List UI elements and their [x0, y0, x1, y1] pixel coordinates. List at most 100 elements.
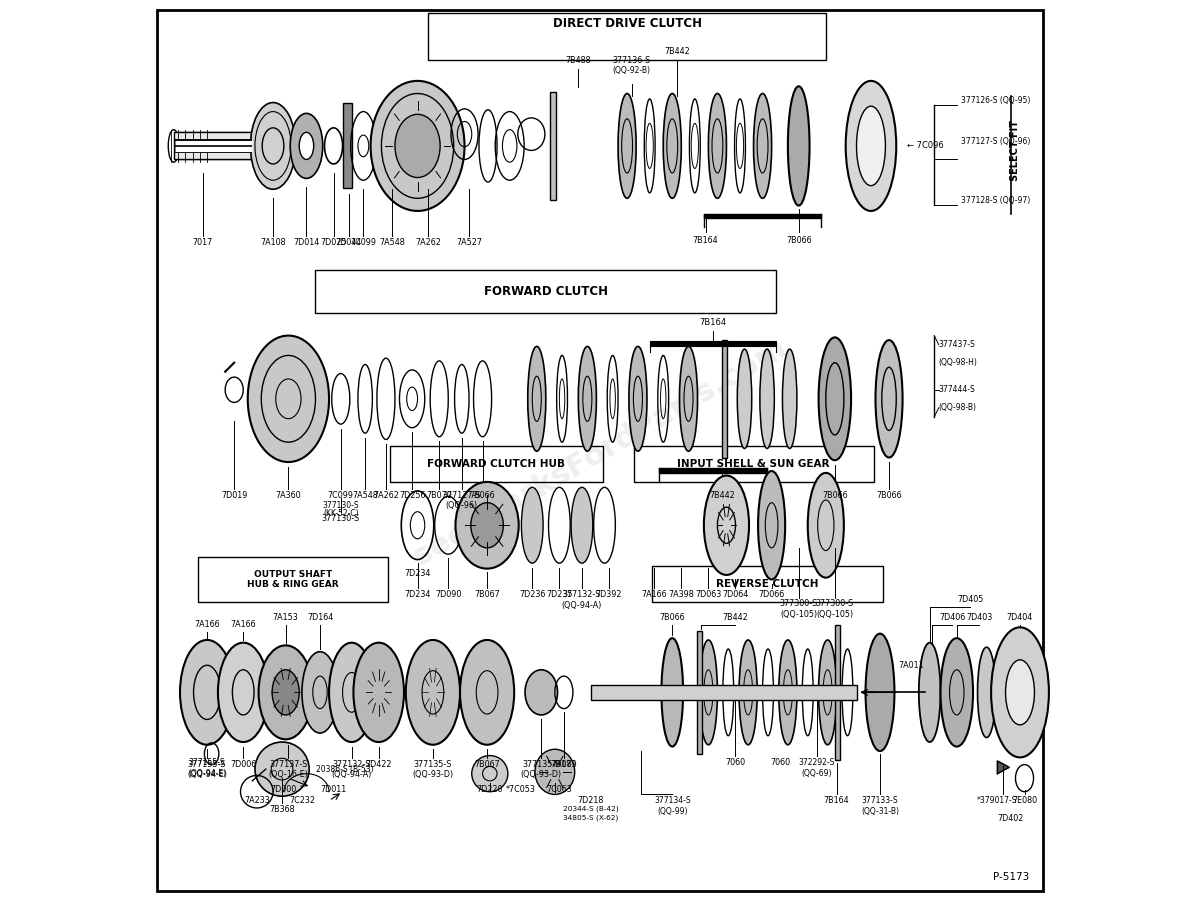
Ellipse shape [661, 638, 683, 747]
Ellipse shape [779, 640, 797, 745]
Text: 7D019: 7D019 [221, 491, 247, 500]
Bar [697, 631, 702, 754]
Text: 20344-S (B-42): 20344-S (B-42) [563, 805, 619, 812]
Ellipse shape [302, 651, 338, 733]
Text: P-5173: P-5173 [992, 872, 1030, 882]
Text: 377137-S
(QQ-16-E): 377137-S (QQ-16-E) [269, 760, 308, 779]
Ellipse shape [876, 340, 902, 458]
Text: 7D392: 7D392 [595, 591, 623, 599]
Ellipse shape [571, 487, 593, 564]
Text: 377437-S: 377437-S [938, 340, 976, 349]
Text: FORWARD CLUTCH: FORWARD CLUTCH [484, 284, 608, 298]
Ellipse shape [818, 640, 836, 745]
Text: 377127-S
(QQ-96): 377127-S (QQ-96) [443, 491, 481, 510]
Text: 7D218: 7D218 [577, 796, 604, 805]
Text: OUTPUT SHAFT
HUB & RING GEAR: OUTPUT SHAFT HUB & RING GEAR [247, 570, 338, 589]
Ellipse shape [354, 642, 404, 742]
Text: (QQ-92-B): (QQ-92-B) [613, 66, 650, 75]
Text: 7C063: 7C063 [546, 786, 572, 795]
Text: REVERSE CLUTCH: REVERSE CLUTCH [716, 579, 818, 589]
Text: 7A011: 7A011 [898, 660, 924, 670]
Text: 7B442: 7B442 [664, 46, 690, 55]
Text: (QQ-98-H): (QQ-98-H) [938, 358, 978, 367]
Text: 377135-S
(QQ-93-D): 377135-S (QQ-93-D) [413, 760, 454, 779]
Text: 7060: 7060 [770, 758, 791, 767]
Text: 20386-S (B-53): 20386-S (B-53) [317, 765, 374, 774]
Text: DIRECT DRIVE CLUTCH: DIRECT DRIVE CLUTCH [552, 17, 702, 31]
Text: 7C232: 7C232 [289, 796, 314, 805]
Text: 7A166: 7A166 [641, 591, 667, 599]
Ellipse shape [272, 670, 299, 715]
Ellipse shape [700, 640, 718, 745]
Ellipse shape [247, 335, 329, 462]
Ellipse shape [470, 503, 503, 548]
Text: *7C053: *7C053 [505, 786, 535, 795]
Ellipse shape [522, 487, 544, 564]
Bar [342, 103, 352, 188]
Ellipse shape [578, 346, 596, 451]
Text: 7D236: 7D236 [520, 591, 546, 599]
Text: FORWARD CLUTCH HUB: FORWARD CLUTCH HUB [427, 458, 565, 468]
Bar [653, 566, 883, 602]
Text: 7A166: 7A166 [230, 620, 256, 629]
Bar [551, 92, 556, 200]
Text: 7D405: 7D405 [958, 595, 984, 603]
Text: ← 7C096: ← 7C096 [907, 141, 944, 150]
Text: 7E080: 7E080 [1012, 796, 1037, 805]
Ellipse shape [846, 81, 896, 211]
Ellipse shape [991, 627, 1049, 757]
Text: 7D014: 7D014 [293, 238, 319, 247]
Ellipse shape [290, 113, 323, 178]
Text: 7B488: 7B488 [565, 55, 592, 64]
Text: 7A548: 7A548 [353, 491, 378, 500]
Ellipse shape [460, 640, 514, 745]
Text: 7A108: 7A108 [260, 238, 286, 247]
Text: 377300-S
(QQ-105): 377300-S (QQ-105) [780, 600, 818, 619]
Bar [174, 132, 254, 159]
Text: 7B066: 7B066 [876, 491, 902, 500]
Text: 7D063: 7D063 [695, 591, 721, 599]
Text: 7B066: 7B066 [660, 612, 685, 622]
Text: 377133-S
(QQ-31-B): 377133-S (QQ-31-B) [860, 796, 899, 815]
Text: 377130-S: 377130-S [322, 514, 360, 523]
Text: 7A548: 7A548 [379, 238, 406, 247]
Text: 7D064: 7D064 [722, 591, 749, 599]
Text: 7A262: 7A262 [415, 238, 442, 247]
Ellipse shape [758, 471, 785, 580]
Ellipse shape [1006, 660, 1034, 725]
Text: 7D404: 7D404 [1007, 612, 1033, 622]
Ellipse shape [535, 749, 575, 795]
Text: 7D171: 7D171 [551, 760, 577, 769]
Bar [659, 468, 767, 473]
Ellipse shape [857, 106, 886, 186]
Ellipse shape [708, 93, 726, 198]
Text: 377132-S
(QQ-94-A): 377132-S (QQ-94-A) [331, 760, 372, 779]
Text: 7B070: 7B070 [426, 491, 452, 500]
Ellipse shape [782, 349, 797, 448]
Bar [316, 270, 776, 313]
Text: 7D406: 7D406 [940, 612, 965, 622]
Ellipse shape [218, 642, 269, 742]
Text: 7B442: 7B442 [722, 612, 749, 622]
Text: 377155-S
(QQ-94-E): 377155-S (QQ-94-E) [188, 758, 226, 777]
Text: 7A398: 7A398 [668, 591, 694, 599]
Text: 377135-S
(QQ-93-D): 377135-S (QQ-93-D) [521, 760, 562, 779]
Text: 34805-S (X-62): 34805-S (X-62) [563, 814, 619, 821]
Text: 7D402: 7D402 [997, 814, 1024, 824]
Ellipse shape [808, 473, 844, 578]
Ellipse shape [629, 346, 647, 451]
Text: *379017-S: *379017-S [977, 796, 1018, 805]
Text: 7D011: 7D011 [320, 786, 347, 795]
Ellipse shape [456, 482, 518, 569]
Text: 7D090: 7D090 [436, 591, 462, 599]
Text: 377128-S (QQ-97): 377128-S (QQ-97) [961, 196, 1031, 205]
Text: 377136-S: 377136-S [612, 55, 650, 64]
Ellipse shape [371, 81, 464, 211]
Text: 7017: 7017 [192, 238, 212, 247]
Ellipse shape [618, 93, 636, 198]
Text: 7B066: 7B066 [469, 491, 496, 500]
Bar [390, 446, 602, 482]
Text: SELECT FIT: SELECT FIT [1010, 120, 1020, 181]
Text: 7A527: 7A527 [456, 238, 482, 247]
Text: 7B067: 7B067 [474, 760, 500, 769]
